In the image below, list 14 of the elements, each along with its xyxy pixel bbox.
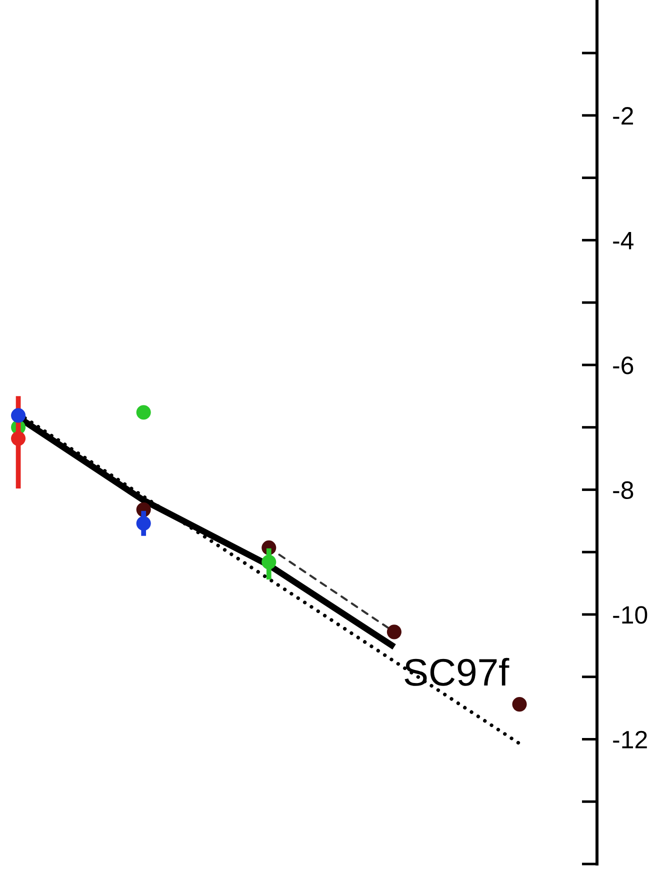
y-tick-label: -10 xyxy=(613,606,648,624)
annotation: SC97f xyxy=(404,658,510,686)
y-tick-label: -2 xyxy=(613,107,633,124)
y-tick-label: -8 xyxy=(613,481,634,500)
y-tick-label: -12 xyxy=(613,730,647,748)
y-tick-label: -6 xyxy=(613,356,634,374)
point xyxy=(136,405,151,420)
point xyxy=(11,408,26,423)
point xyxy=(136,516,151,531)
point xyxy=(262,554,276,570)
point xyxy=(386,624,402,640)
y-tick-label: -4 xyxy=(613,232,634,250)
point xyxy=(512,697,527,712)
point xyxy=(11,431,26,446)
